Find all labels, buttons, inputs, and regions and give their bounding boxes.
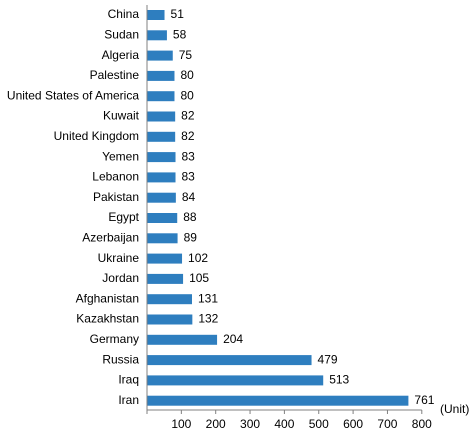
bar-iraq bbox=[147, 375, 324, 386]
category-label-lebanon: Lebanon bbox=[92, 170, 139, 184]
category-label-egypt: Egypt bbox=[108, 210, 139, 224]
bar-ukraine bbox=[147, 253, 183, 264]
x-tick-label-300: 300 bbox=[240, 417, 260, 431]
bar-afghanistan bbox=[147, 294, 192, 305]
bar-china bbox=[147, 10, 165, 20]
x-tick-label-800: 800 bbox=[412, 417, 432, 431]
category-label-iran: Iran bbox=[118, 393, 139, 407]
category-label-sudan: Sudan bbox=[104, 27, 139, 41]
value-label-kuwait: 82 bbox=[181, 109, 195, 123]
bar-azerbaijan bbox=[147, 233, 178, 244]
value-label-united-kingdom: 82 bbox=[181, 129, 195, 143]
bar-united-kingdom bbox=[147, 131, 176, 142]
value-label-ukraine: 102 bbox=[188, 251, 208, 265]
bar-russia bbox=[147, 355, 312, 366]
x-ticks: 100 200 300 400 500 600 700 800 bbox=[146, 410, 432, 431]
x-tick-label-400: 400 bbox=[274, 417, 294, 431]
x-tick-label-700: 700 bbox=[377, 417, 397, 431]
category-label-jordan: Jordan bbox=[102, 271, 139, 285]
value-label-pakistan: 84 bbox=[182, 190, 196, 204]
value-label-kazakhstan: 132 bbox=[198, 312, 218, 326]
category-label-germany: Germany bbox=[90, 332, 139, 346]
value-label-yemen: 83 bbox=[182, 149, 196, 163]
category-label-azerbaijan: Azerbaijan bbox=[82, 230, 139, 244]
x-tick-label-600: 600 bbox=[343, 417, 363, 431]
bar-egypt bbox=[147, 213, 178, 223]
bar-yemen bbox=[147, 152, 176, 163]
value-label-united-states-of-america: 80 bbox=[180, 88, 194, 102]
category-label-united-states-of-america: United States of America bbox=[7, 88, 139, 102]
category-label-china: China bbox=[108, 7, 140, 21]
category-label-yemen: Yemen bbox=[102, 149, 139, 163]
value-label-germany: 204 bbox=[223, 332, 243, 346]
bar-sudan bbox=[147, 30, 167, 41]
x-tick-label-100: 100 bbox=[171, 417, 191, 431]
category-labels: China Sudan Algeria Palestine United States … bbox=[7, 7, 140, 407]
value-label-iran: 761 bbox=[414, 393, 434, 407]
axes-group bbox=[146, 5, 422, 411]
value-label-russia: 479 bbox=[318, 352, 338, 366]
x-axis-unit-label: (Unit) bbox=[440, 402, 469, 416]
value-label-egypt: 88 bbox=[183, 210, 197, 224]
bar-kuwait bbox=[147, 111, 176, 122]
bar-palestine bbox=[147, 70, 175, 81]
value-label-palestine: 80 bbox=[180, 68, 194, 82]
value-label-azerbaijan: 89 bbox=[184, 230, 198, 244]
bar-pakistan bbox=[147, 192, 176, 203]
bar-kazakhstan bbox=[147, 314, 193, 325]
value-label-afghanistan: 131 bbox=[198, 291, 218, 305]
value-label-china: 51 bbox=[171, 7, 185, 21]
value-label-algeria: 75 bbox=[179, 48, 193, 62]
value-label-iraq: 513 bbox=[329, 373, 349, 387]
bar-iran bbox=[147, 395, 409, 406]
value-labels: 51 58 75 80 80 82 82 83 83 84 88 89 102 105 131 132 204 4… bbox=[171, 7, 435, 407]
value-label-sudan: 58 bbox=[173, 27, 187, 41]
value-label-lebanon: 83 bbox=[182, 170, 196, 184]
category-label-russia: Russia bbox=[102, 352, 139, 366]
category-label-pakistan: Pakistan bbox=[93, 190, 139, 204]
bar-germany bbox=[147, 334, 218, 345]
category-label-united-kingdom: United Kingdom bbox=[54, 129, 139, 143]
bar-united-states-of-america bbox=[147, 91, 175, 102]
x-tick-label-200: 200 bbox=[206, 417, 226, 431]
bar-algeria bbox=[147, 50, 173, 61]
category-label-algeria: Algeria bbox=[102, 48, 140, 62]
value-label-jordan: 105 bbox=[189, 271, 209, 285]
bar-lebanon bbox=[147, 172, 176, 183]
x-tick-label-500: 500 bbox=[309, 417, 329, 431]
category-label-iraq: Iraq bbox=[118, 373, 139, 387]
category-label-kuwait: Kuwait bbox=[103, 109, 140, 123]
category-label-ukraine: Ukraine bbox=[98, 251, 140, 265]
category-label-palestine: Palestine bbox=[90, 68, 140, 82]
bar-jordan bbox=[147, 273, 184, 284]
category-label-afghanistan: Afghanistan bbox=[76, 291, 139, 305]
category-label-kazakhstan: Kazakhstan bbox=[76, 312, 139, 326]
bars-group bbox=[147, 10, 409, 406]
